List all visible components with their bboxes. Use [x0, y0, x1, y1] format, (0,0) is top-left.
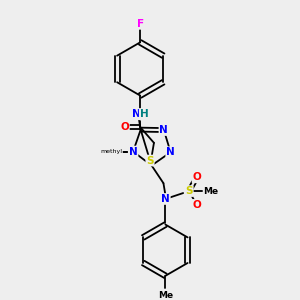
Text: N: N	[129, 146, 137, 157]
Text: N: N	[132, 109, 141, 119]
Text: Me: Me	[203, 187, 218, 196]
Text: F: F	[136, 19, 144, 28]
Text: Me: Me	[158, 291, 173, 300]
Text: O: O	[193, 200, 201, 210]
Text: O: O	[193, 172, 201, 182]
Text: S: S	[146, 156, 154, 166]
Text: O: O	[120, 122, 129, 132]
Text: N: N	[161, 194, 170, 204]
Text: methyl: methyl	[100, 149, 122, 154]
Text: N: N	[166, 147, 175, 157]
Text: N: N	[160, 125, 168, 135]
Text: H: H	[140, 109, 148, 119]
Text: S: S	[185, 186, 193, 196]
